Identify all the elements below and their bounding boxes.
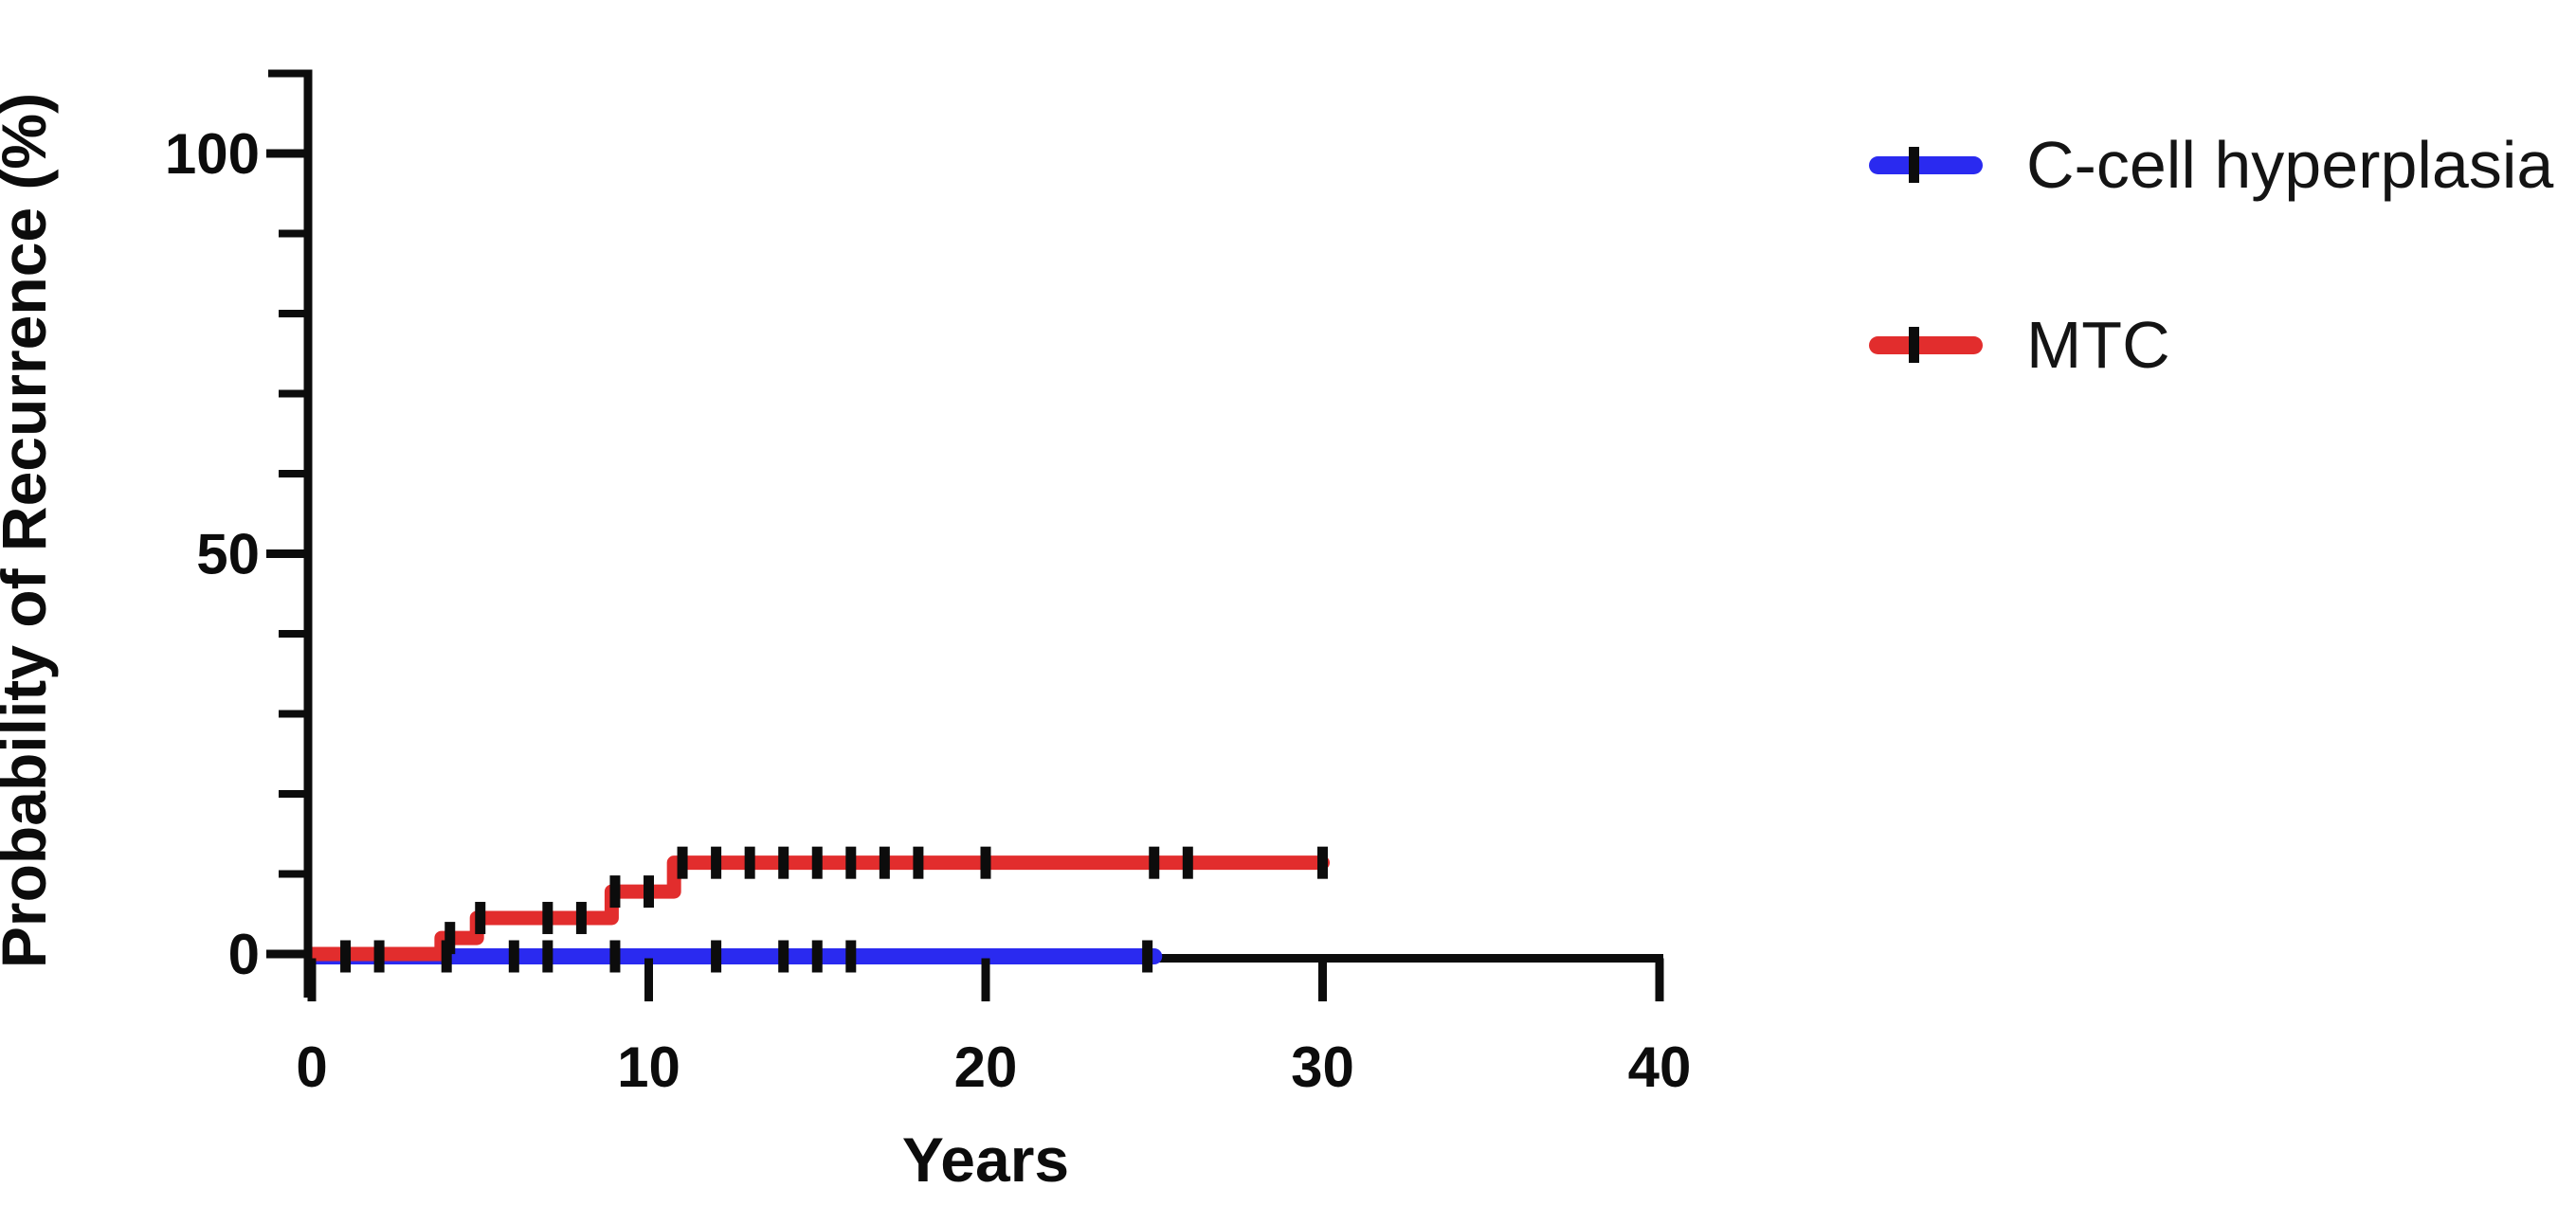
legend-swatch-c-cell-line [1869,147,1983,183]
censor-tick [542,901,553,934]
legend-item-c-cell-hyperplasia: C-cell hyperplasia [1869,116,2553,214]
censor-tick-icon [1909,327,1919,363]
x-tick-label: 0 [296,1035,327,1099]
censor-tick [1317,846,1328,879]
censor-tick [744,846,755,879]
legend: C-cell hyperplasia MTC [1869,116,2553,394]
y-tick-label: 100 [165,122,260,186]
y-tick-label: 50 [196,523,260,586]
censor-tick [845,846,857,879]
censor-tick [475,901,486,934]
censor-tick [811,846,823,879]
legend-label-mtc: MTC [2026,308,2170,382]
censor-tick [542,940,553,973]
censor-tick [508,940,519,973]
censor-tick [1149,846,1160,879]
x-tick-label: 40 [1628,1035,1692,1099]
y-tick-label: 0 [228,923,260,986]
censor-tick [778,846,789,879]
censor-tick [441,940,452,973]
censor-tick [609,940,621,973]
x-tick-label: 10 [617,1035,680,1099]
x-axis-title: Years [902,1125,1069,1195]
censor-tick [711,940,722,973]
censor-tick [1142,940,1153,973]
censor-tick [778,940,789,973]
legend-swatch-mtc-line [1869,327,1983,363]
censor-tick [845,940,857,973]
legend-item-mtc: MTC [1869,296,2553,394]
censor-tick [711,846,722,879]
censor-tick [811,940,823,973]
censor-tick [980,846,991,879]
x-tick-label: 20 [954,1035,1018,1099]
censor-tick [575,901,587,934]
x-tick-label: 30 [1291,1035,1354,1099]
censor-tick [644,875,654,909]
censor-tick [373,940,385,973]
legend-label-c-cell-hyperplasia: C-cell hyperplasia [2026,128,2554,202]
censor-tick [609,875,621,909]
censor-tick [913,846,924,879]
censor-tick [1182,846,1193,879]
censor-tick [340,940,352,973]
censor-tick [444,922,456,955]
censor-tick-icon [1909,147,1919,183]
y-axis-title: Probability of Recurrence (%) [0,93,59,968]
censor-tick [677,846,688,879]
censor-tick [879,846,890,879]
